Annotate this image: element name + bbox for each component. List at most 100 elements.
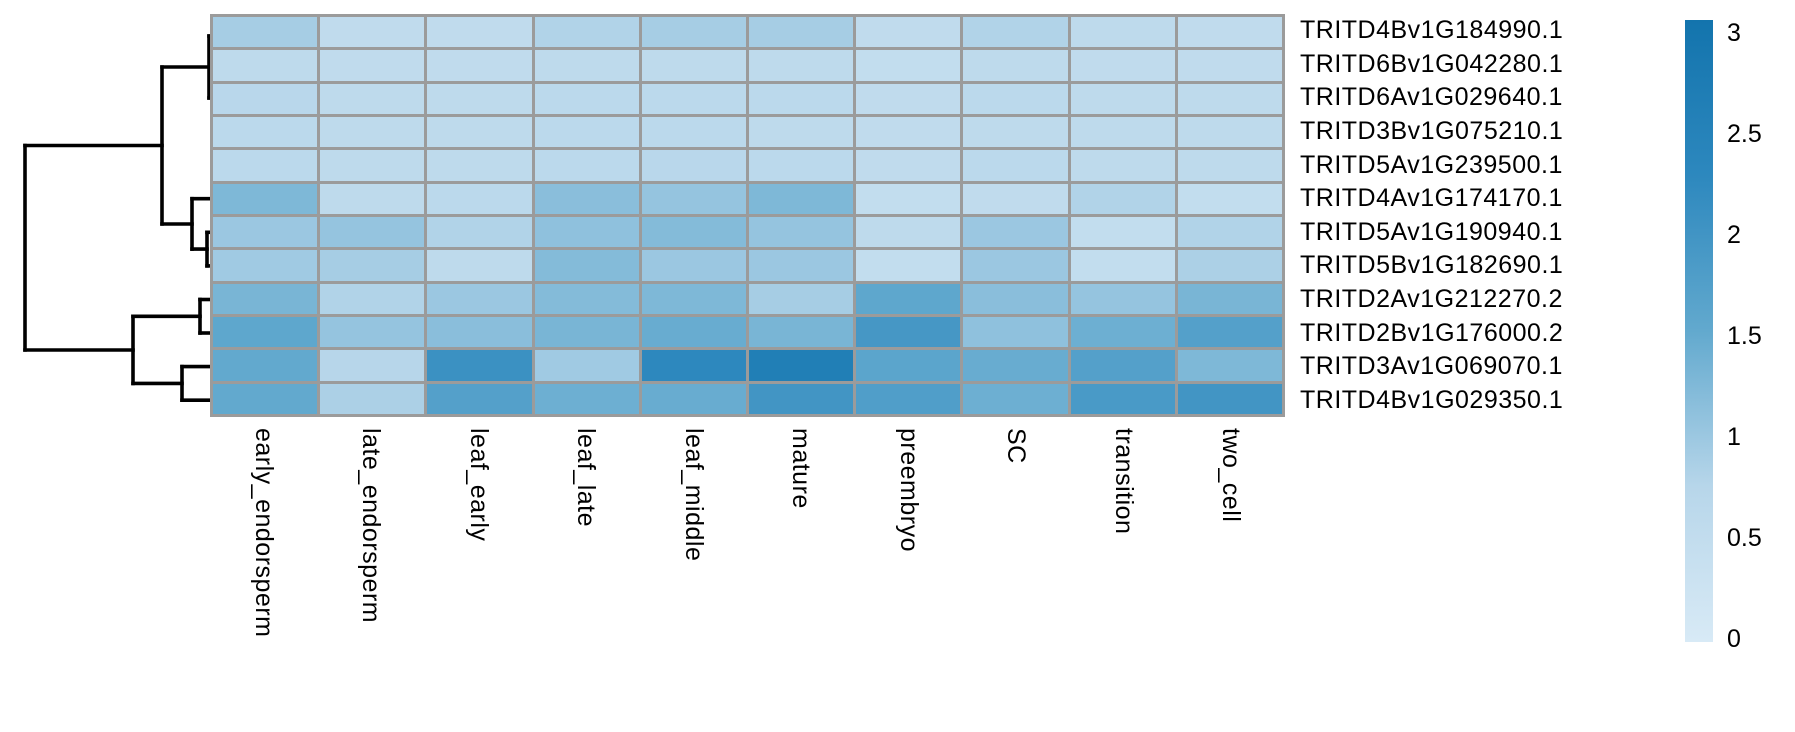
heatmap-cell	[1177, 383, 1282, 414]
heatmap-cell	[534, 383, 639, 414]
heatmap-cell	[213, 117, 318, 148]
heatmap-cell	[427, 83, 532, 114]
row-label: TRITD2Av1G212270.2	[1300, 284, 1563, 313]
heatmap-cell	[1177, 250, 1282, 281]
colorbar-gradient	[1685, 20, 1713, 642]
heatmap-cell	[427, 350, 532, 381]
heatmap-cell	[427, 150, 532, 181]
heatmap-cell	[856, 117, 961, 148]
heatmap-cell	[856, 17, 961, 48]
heatmap-cell	[534, 17, 639, 48]
heatmap-cell	[856, 217, 961, 248]
heatmap-cell	[427, 317, 532, 348]
heatmap-cell	[1070, 183, 1175, 214]
heatmap-cell	[963, 183, 1068, 214]
heatmap-cell	[534, 150, 639, 181]
heatmap-cell	[534, 250, 639, 281]
heatmap-cell	[641, 217, 746, 248]
heatmap-cell	[641, 317, 746, 348]
heatmap-cell	[748, 50, 854, 81]
heatmap-cell	[856, 83, 961, 114]
column-label: mature	[787, 428, 816, 509]
heatmap-cell	[320, 50, 425, 81]
heatmap-cell	[748, 150, 854, 181]
heatmap-cell	[534, 83, 639, 114]
heatmap-cell	[963, 150, 1068, 181]
column-label: late_endorsperm	[357, 428, 386, 624]
heatmap-cell	[1177, 283, 1282, 314]
row-label: TRITD4Bv1G184990.1	[1300, 16, 1564, 45]
column-label: early_endorsperm	[249, 428, 278, 638]
heatmap-cell	[1070, 83, 1175, 114]
row-dendrogram	[23, 34, 214, 403]
heatmap-cell	[213, 283, 318, 314]
heatmap-cell	[1177, 117, 1282, 148]
colorbar-tick-label: 1	[1727, 423, 1741, 451]
heatmap-cell	[641, 383, 746, 414]
heatmap-cell	[427, 17, 532, 48]
heatmap-cell	[534, 317, 639, 348]
heatmap-cell	[963, 50, 1068, 81]
heatmap-cell	[534, 283, 639, 314]
row-label: TRITD5Av1G190940.1	[1300, 217, 1563, 246]
colorbar-tick-label: 3	[1727, 19, 1741, 47]
heatmap-cell	[748, 250, 854, 281]
heatmap-cell	[320, 83, 425, 114]
heatmap-cell	[963, 383, 1068, 414]
heatmap-cell	[320, 17, 425, 48]
heatmap-cell	[213, 150, 318, 181]
row-label: TRITD5Av1G239500.1	[1300, 150, 1563, 179]
heatmap-cell	[534, 50, 639, 81]
heatmap-cell	[213, 317, 318, 348]
heatmap-cell	[427, 50, 532, 81]
heatmap-cell	[320, 150, 425, 181]
heatmap-cell	[1070, 217, 1175, 248]
heatmap-cell	[213, 250, 318, 281]
heatmap-cell	[427, 117, 532, 148]
colorbar-tick-label: 0	[1727, 625, 1741, 653]
row-label: TRITD5Bv1G182690.1	[1300, 251, 1564, 280]
heatmap-cell	[213, 50, 318, 81]
column-label: leaf_early	[464, 428, 493, 542]
column-label: leaf_middle	[679, 428, 708, 562]
heatmap-cell	[963, 250, 1068, 281]
heatmap-cell	[1070, 350, 1175, 381]
heatmap-cell	[748, 117, 854, 148]
column-label: preembryo	[894, 428, 923, 552]
heatmap-cell	[534, 217, 639, 248]
heatmap-cell	[213, 83, 318, 114]
heatmap-cell	[641, 83, 746, 114]
heatmap-cell	[963, 17, 1068, 48]
heatmap-cell	[213, 350, 318, 381]
heatmap-cell	[1177, 150, 1282, 181]
heatmap-cell	[641, 350, 746, 381]
heatmap-cell	[856, 50, 961, 81]
heatmap-cell	[748, 183, 854, 214]
colorbar-tick-label: 2.5	[1727, 120, 1762, 148]
heatmap-cell	[963, 317, 1068, 348]
heatmap-cell	[856, 283, 961, 314]
column-label: leaf_late	[572, 428, 601, 528]
heatmap-cell	[320, 383, 425, 414]
row-label: TRITD6Bv1G042280.1	[1300, 49, 1564, 78]
colorbar-tick-label: 2	[1727, 221, 1741, 249]
heatmap-cell	[1177, 317, 1282, 348]
colorbar-tick-label: 0.5	[1727, 524, 1762, 552]
heatmap-cell	[641, 117, 746, 148]
heatmap-cell	[213, 183, 318, 214]
heatmap-cell	[641, 183, 746, 214]
heatmap-cell	[1070, 317, 1175, 348]
heatmap-cell	[748, 317, 854, 348]
heatmap-cell	[1070, 250, 1175, 281]
heatmap-cell	[856, 250, 961, 281]
heatmap-cell	[1070, 150, 1175, 181]
column-label: two_cell	[1217, 428, 1246, 523]
heatmap-cell	[1177, 83, 1282, 114]
heatmap-cell	[963, 117, 1068, 148]
heatmap-cell	[320, 183, 425, 214]
heatmap-cell	[1070, 50, 1175, 81]
heatmap-cell	[213, 217, 318, 248]
row-label: TRITD3Av1G069070.1	[1300, 352, 1563, 381]
heatmap-cell	[856, 383, 961, 414]
